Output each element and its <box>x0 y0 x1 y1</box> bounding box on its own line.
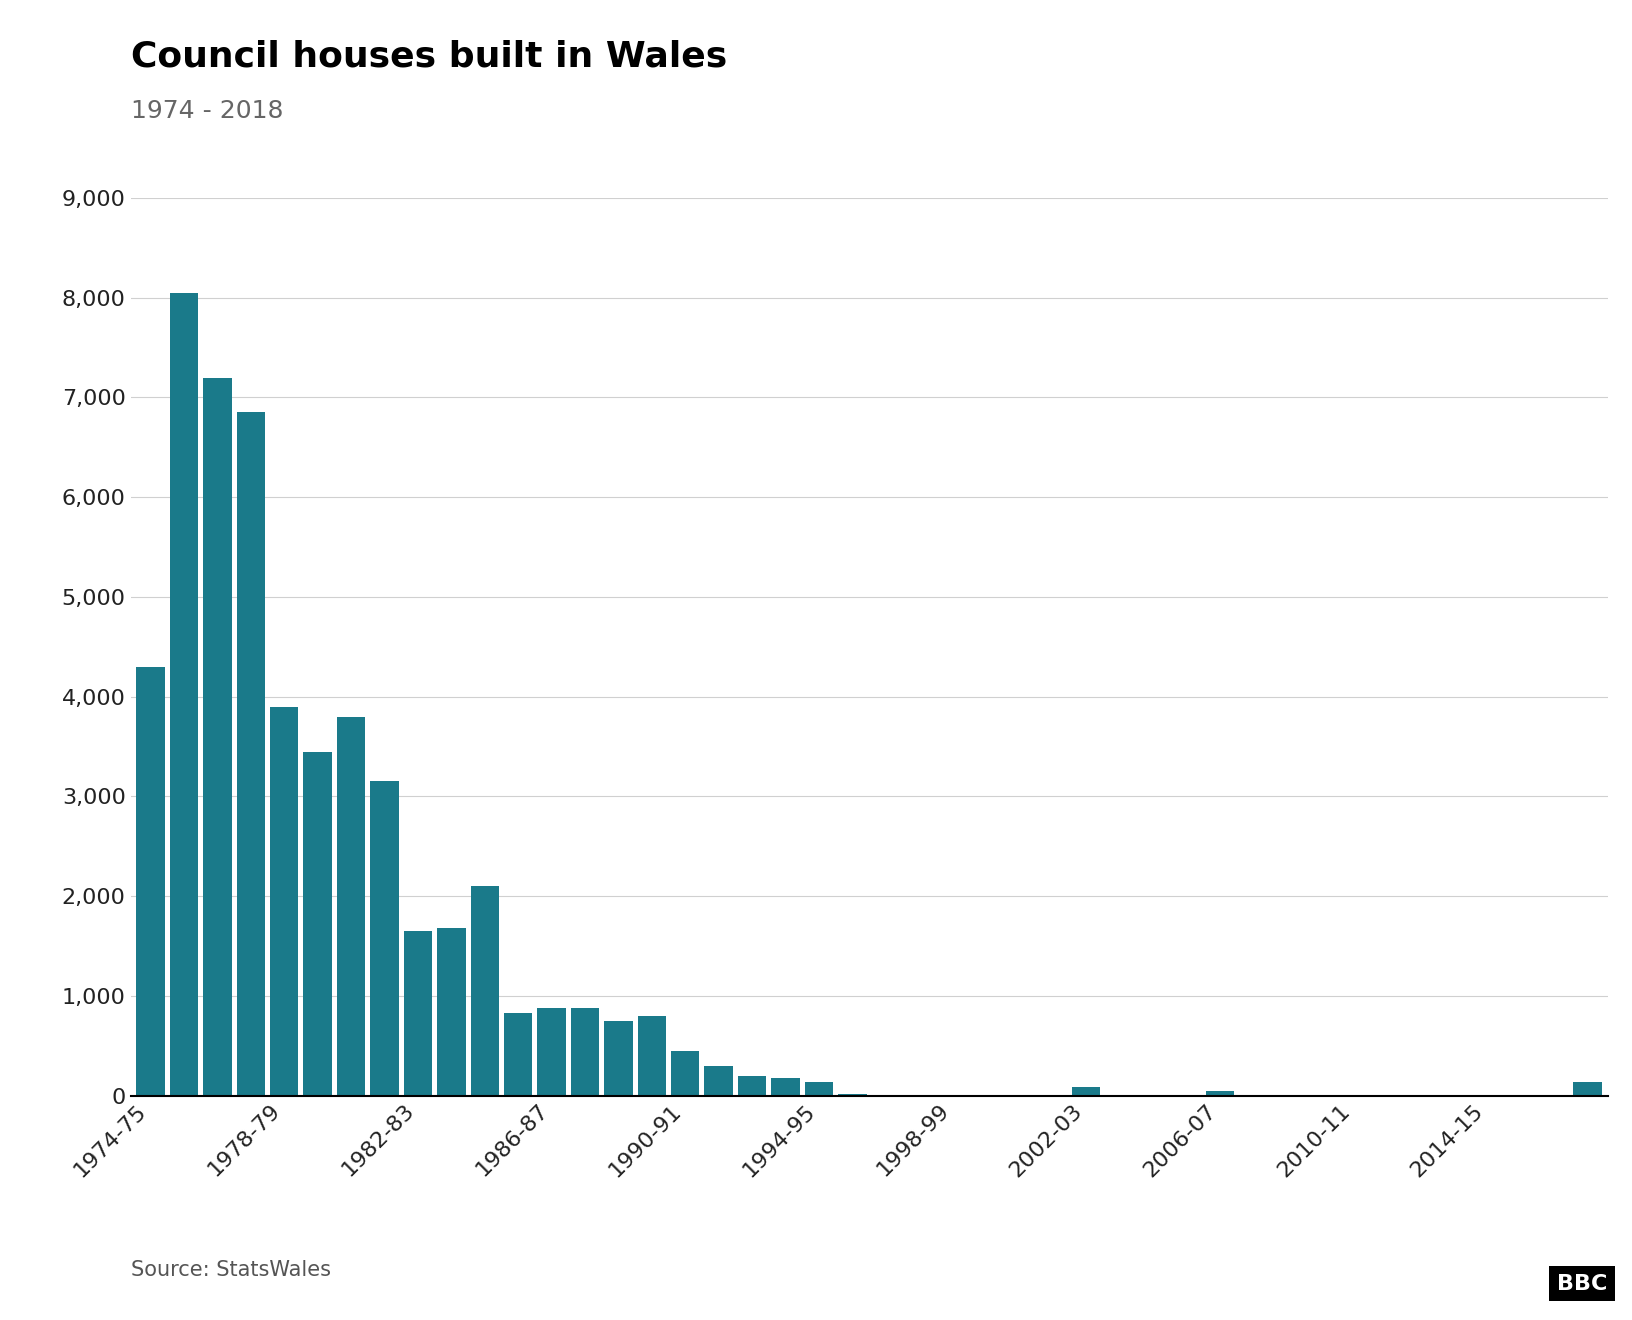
Bar <box>336 717 366 1096</box>
Bar <box>537 1008 566 1096</box>
Text: 1974 - 2018: 1974 - 2018 <box>131 99 282 123</box>
Bar <box>1072 1086 1100 1096</box>
Bar <box>805 1081 832 1096</box>
Bar <box>671 1051 700 1096</box>
Bar <box>204 378 232 1096</box>
Bar <box>772 1078 800 1096</box>
Bar <box>1573 1081 1601 1096</box>
Bar <box>1206 1090 1234 1096</box>
Bar <box>237 412 264 1096</box>
Bar <box>470 886 499 1096</box>
Bar <box>638 1016 666 1096</box>
Bar <box>504 1012 532 1096</box>
Bar <box>738 1076 767 1096</box>
Bar <box>604 1020 633 1096</box>
Bar <box>437 928 465 1096</box>
Text: BBC: BBC <box>1557 1274 1608 1294</box>
Bar <box>269 706 299 1096</box>
Bar <box>304 751 331 1096</box>
Bar <box>403 931 432 1096</box>
Bar <box>370 781 398 1096</box>
Bar <box>170 293 197 1096</box>
Text: Source: StatsWales: Source: StatsWales <box>131 1261 331 1280</box>
Bar <box>571 1008 599 1096</box>
Bar <box>137 667 165 1096</box>
Bar <box>839 1094 867 1096</box>
Text: Council houses built in Wales: Council houses built in Wales <box>131 40 726 74</box>
Bar <box>705 1065 733 1096</box>
